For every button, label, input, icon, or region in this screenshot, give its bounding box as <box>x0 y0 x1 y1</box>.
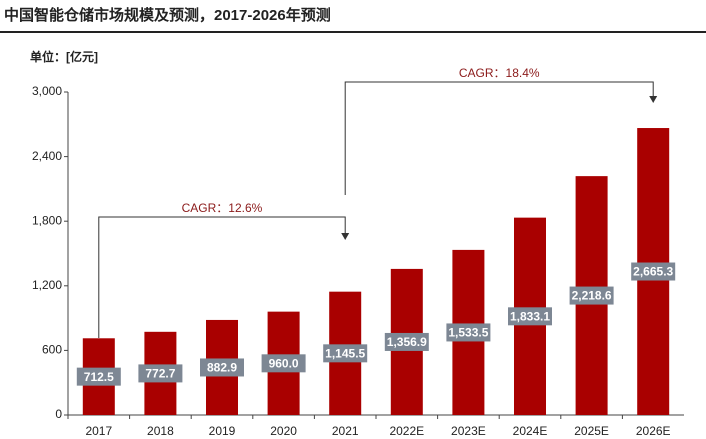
y-tick-label: 2,400 <box>32 149 62 163</box>
value-label-box <box>323 344 368 363</box>
value-label: 1,356.9 <box>387 335 427 349</box>
value-label-box <box>508 307 552 326</box>
x-tick-label: 2018 <box>147 424 174 438</box>
arrow-head <box>341 233 350 240</box>
value-label: 960.0 <box>269 356 299 370</box>
value-label: 772.7 <box>145 367 175 381</box>
x-tick-label: 2017 <box>85 424 112 438</box>
value-label: 2,665.3 <box>633 265 673 279</box>
value-label: 1,145.5 <box>325 347 365 361</box>
x-tick-label: 2023E <box>451 424 486 438</box>
x-tick-label: 2021 <box>332 424 359 438</box>
value-label: 882.9 <box>207 361 237 375</box>
x-tick-label: 2025E <box>574 424 609 438</box>
x-tick-label: 2020 <box>270 424 297 438</box>
value-label-box <box>631 262 676 281</box>
bracket <box>98 216 346 338</box>
value-label-box <box>446 323 491 342</box>
value-label-box <box>261 354 306 373</box>
value-label-box <box>138 364 183 383</box>
chart-title: 中国智能仓储市场规模及预测，2017-2026年预测 <box>4 6 331 24</box>
y-tick-label: 600 <box>42 343 62 357</box>
value-label-box <box>569 286 614 305</box>
cagr-label: CAGR：18.4% <box>459 66 540 80</box>
value-label-box <box>200 358 244 377</box>
unit-label: 单位：[亿元] <box>30 49 98 64</box>
value-label: 2,218.6 <box>572 289 612 303</box>
arrow-head <box>649 96 658 103</box>
value-label-box <box>76 367 121 386</box>
y-tick-label: 1,200 <box>32 278 62 292</box>
x-tick-label: 2022E <box>389 424 424 438</box>
bracket <box>344 81 654 195</box>
x-tick-label: 2026E <box>636 424 671 438</box>
x-tick-label: 2024E <box>513 424 548 438</box>
x-tick-label: 2019 <box>209 424 236 438</box>
y-tick-label: 1,800 <box>32 213 62 227</box>
value-label: 1,533.5 <box>448 326 488 340</box>
value-label-box <box>384 332 429 351</box>
value-label: 712.5 <box>84 370 114 384</box>
value-label: 1,833.1 <box>510 309 550 323</box>
y-tick-label: 0 <box>55 407 62 421</box>
y-tick-label: 3,000 <box>32 84 62 98</box>
cagr-label: CAGR：12.6% <box>182 201 263 215</box>
